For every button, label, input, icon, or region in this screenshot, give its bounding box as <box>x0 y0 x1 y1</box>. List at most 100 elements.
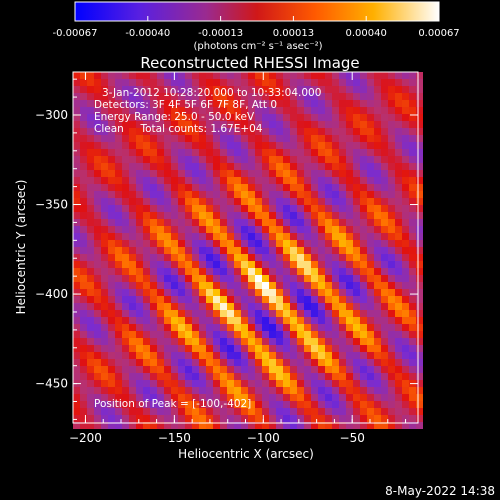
heatmap-cell <box>73 268 80 275</box>
heatmap-cell <box>332 233 339 240</box>
heatmap-cell <box>325 401 332 408</box>
heatmap-cell <box>150 142 157 149</box>
heatmap-cell <box>276 324 283 331</box>
heatmap-cell <box>220 324 227 331</box>
heatmap-cell <box>164 86 171 93</box>
heatmap-cell <box>283 261 290 268</box>
heatmap-cell <box>311 310 318 317</box>
heatmap-cell <box>262 177 269 184</box>
heatmap-cell <box>395 79 402 86</box>
heatmap-cell <box>395 359 402 366</box>
heatmap-cell <box>115 331 122 338</box>
heatmap-cell <box>395 373 402 380</box>
heatmap-cell <box>185 100 192 107</box>
heatmap-cell <box>164 156 171 163</box>
heatmap-cell <box>164 380 171 387</box>
heatmap-cell <box>304 135 311 142</box>
heatmap-cell <box>150 324 157 331</box>
heatmap-cell <box>115 128 122 135</box>
heatmap-cell <box>325 128 332 135</box>
heatmap-cell <box>143 296 150 303</box>
heatmap-cell <box>143 163 150 170</box>
heatmap-cell <box>192 317 199 324</box>
heatmap-cell <box>199 324 206 331</box>
heatmap-cell <box>325 100 332 107</box>
heatmap-cell <box>262 338 269 345</box>
heatmap-cell <box>136 240 143 247</box>
heatmap-cell <box>150 198 157 205</box>
heatmap-cell <box>73 415 80 422</box>
heatmap-cell <box>206 338 213 345</box>
heatmap-cell <box>297 142 304 149</box>
heatmap-cell <box>192 86 199 93</box>
heatmap-cell <box>388 142 395 149</box>
heatmap-cell <box>248 100 255 107</box>
heatmap-cell <box>164 338 171 345</box>
heatmap-cell <box>276 359 283 366</box>
heatmap-cell <box>157 303 164 310</box>
heatmap-cell <box>248 331 255 338</box>
heatmap-cell <box>178 170 185 177</box>
heatmap-cell <box>171 184 178 191</box>
heatmap-cell <box>255 135 262 142</box>
heatmap-cell <box>143 415 150 422</box>
heatmap-cell <box>101 373 108 380</box>
heatmap-cell <box>213 296 220 303</box>
heatmap-cell <box>73 282 80 289</box>
heatmap-cell <box>409 170 416 177</box>
heatmap-cell <box>129 275 136 282</box>
heatmap-cell <box>164 240 171 247</box>
heatmap-cell <box>248 107 255 114</box>
heatmap-cell <box>346 275 353 282</box>
heatmap-cell <box>416 394 423 401</box>
heatmap-cell <box>332 408 339 415</box>
heatmap-cell <box>360 121 367 128</box>
heatmap-cell <box>101 107 108 114</box>
heatmap-cell <box>311 373 318 380</box>
heatmap-cell <box>290 163 297 170</box>
heatmap-cell <box>178 338 185 345</box>
heatmap-cell <box>164 331 171 338</box>
heatmap-cell <box>283 198 290 205</box>
heatmap-cell <box>185 345 192 352</box>
heatmap-cell <box>332 373 339 380</box>
heatmap-cell <box>227 121 234 128</box>
heatmap-cell <box>234 275 241 282</box>
heatmap-cell <box>311 107 318 114</box>
heatmap-cell <box>248 114 255 121</box>
heatmap-cell <box>157 317 164 324</box>
heatmap-cell <box>122 79 129 86</box>
heatmap-cell <box>290 331 297 338</box>
heatmap-cell <box>311 219 318 226</box>
heatmap-cell <box>185 373 192 380</box>
heatmap-cell <box>108 338 115 345</box>
heatmap-cell <box>395 86 402 93</box>
heatmap-cell <box>192 177 199 184</box>
heatmap-cell <box>227 338 234 345</box>
heatmap-cell <box>157 128 164 135</box>
heatmap-cell <box>101 345 108 352</box>
heatmap-cell <box>297 317 304 324</box>
heatmap-cell <box>241 219 248 226</box>
heatmap-cell <box>129 86 136 93</box>
heatmap-cell <box>374 142 381 149</box>
heatmap-cell <box>171 247 178 254</box>
heatmap-cell <box>269 254 276 261</box>
heatmap-cell <box>269 345 276 352</box>
heatmap-cell <box>297 128 304 135</box>
heatmap-cell <box>171 317 178 324</box>
heatmap-cell <box>346 240 353 247</box>
heatmap-cell <box>143 303 150 310</box>
heatmap-cell <box>199 373 206 380</box>
heatmap-cell <box>353 268 360 275</box>
heatmap-cell <box>248 345 255 352</box>
heatmap-cell <box>283 156 290 163</box>
heatmap-cell <box>108 261 115 268</box>
heatmap-cell <box>122 212 129 219</box>
heatmap-cell <box>206 324 213 331</box>
heatmap-cell <box>171 107 178 114</box>
heatmap-cell <box>185 93 192 100</box>
heatmap-cell <box>388 135 395 142</box>
heatmap-cell <box>304 352 311 359</box>
heatmap-cell <box>318 142 325 149</box>
